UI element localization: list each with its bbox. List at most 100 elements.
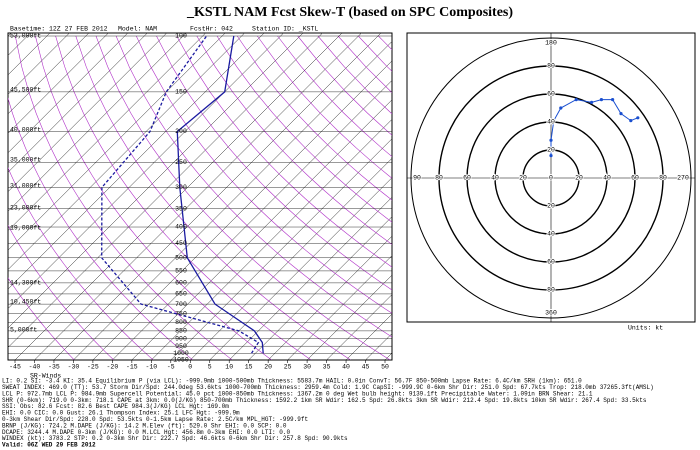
skewt-plot: [8, 33, 700, 360]
pressure-label: 300: [175, 184, 187, 191]
pressure-label: 550: [175, 268, 187, 275]
isotherm: [8, 33, 128, 154]
pressure-label: 750: [175, 310, 187, 317]
hodograph-point: [619, 112, 623, 116]
dry-adiabat: [8, 97, 193, 360]
hodograph-point: [636, 116, 640, 120]
ring-label: 40: [603, 175, 611, 182]
dry-adiabat: [378, 35, 392, 51]
isotherm: [8, 33, 226, 251]
hodograph-point: [611, 98, 615, 102]
hodograph-point: [552, 119, 556, 123]
ring-label: 0: [549, 175, 553, 182]
dewpoint-trace: [101, 35, 260, 354]
units-label: Units: kt: [628, 325, 663, 332]
x-tick-label: -10: [145, 364, 157, 371]
hodograph-point: [549, 154, 553, 158]
ring-label: 80: [435, 175, 443, 182]
header-field: Basetime: 12Z 27 FEB 2012: [10, 26, 108, 33]
pressure-label: 650: [175, 291, 187, 298]
x-tick-label: 15: [245, 364, 253, 371]
hodograph-point: [590, 100, 594, 104]
pressure-label: 950: [175, 343, 187, 350]
page-title: _KSTL NAM Fcst Skew-T (based on SPC Comp…: [186, 5, 513, 20]
pressure-label: 100: [175, 33, 187, 40]
ring-label: 40: [547, 119, 555, 126]
isotherm: [8, 33, 109, 134]
isotherm: [424, 33, 700, 360]
valid-time: Valid: 06Z WED 29 FEB 2012: [2, 442, 96, 449]
dry-adiabat: [156, 35, 392, 291]
ring-label: 80: [547, 287, 555, 294]
height-label: 19,000ft: [10, 225, 41, 232]
index-line: BRNP (J/KG): 724.2 M.DAPE (J/KG): 14.2 M…: [2, 422, 287, 429]
ring-label: 80: [547, 63, 555, 70]
direction-label: 90: [413, 175, 421, 182]
direction-label: 360: [545, 310, 557, 317]
height-label: 53,000ft: [10, 33, 41, 40]
dry-adiabat: [257, 35, 392, 179]
x-tick-label: 50: [381, 364, 389, 371]
isotherm: [14, 33, 343, 360]
ring-label: 80: [659, 175, 667, 182]
ring-label: 40: [547, 231, 555, 238]
hodograph-point: [549, 138, 553, 142]
dry-adiabat: [8, 167, 154, 360]
pressure-label: 250: [175, 159, 187, 166]
index-line: EHI: 0.0 CIC: 0.0 Gust: 26.1 Thompson In…: [2, 410, 240, 417]
index-line: SWEAT INDEX: 469.0 (TT): 53.7 Storm Dir/…: [2, 384, 654, 391]
height-label: 5,000ft: [10, 327, 37, 334]
x-tick-label: 45: [362, 364, 370, 371]
isotherm: [8, 33, 304, 329]
dry-adiabat: [75, 35, 351, 360]
isotherm: [112, 80, 392, 360]
direction-label: 270: [677, 175, 689, 182]
pressure-label: 800: [175, 319, 187, 326]
ring-label: 20: [519, 175, 527, 182]
hodo-ring: [494, 121, 608, 235]
pressure-label: 350: [175, 205, 187, 212]
ring-label: 20: [575, 175, 583, 182]
ring-label: 60: [547, 91, 555, 98]
header-field: Station ID: _KSTL: [252, 26, 318, 33]
isotherm: [8, 33, 284, 309]
isotherm: [326, 294, 392, 360]
ring-label: 40: [491, 175, 499, 182]
pressure-label: 900: [175, 335, 187, 342]
direction-label: 180: [545, 40, 557, 47]
ring-label: 20: [547, 147, 555, 154]
isotherm: [53, 33, 382, 360]
x-tick-label: 5: [208, 364, 212, 371]
dry-adiabat: [196, 35, 392, 245]
header-field: Model: NAM: [118, 26, 157, 33]
index-line: WINDEX (kt): 3783.2 STP: 0.2 0-3km Shr D…: [2, 435, 348, 442]
hodograph-point: [629, 119, 633, 123]
pressure-label: 200: [175, 128, 187, 135]
dry-adiabat: [136, 35, 392, 314]
isotherm: [209, 177, 392, 360]
pressure-label: 1000: [173, 350, 189, 357]
dry-adiabat: [35, 35, 272, 360]
isotherm: [8, 33, 206, 232]
dry-adiabat: [236, 35, 392, 201]
index-line: LI: 0.2 SI: -3.4 KI: 35.4 Equilibrium P …: [2, 378, 582, 385]
isotherm: [8, 33, 70, 95]
isotherm: [131, 99, 392, 360]
height-label: 45,500ft: [10, 87, 41, 94]
isotherm: [151, 118, 392, 360]
pressure-label: 600: [175, 280, 187, 287]
ring-label: 20: [547, 203, 555, 210]
labels: Basetime: 12Z 27 FEB 2012 Model: NAM FcstH…: [2, 26, 690, 449]
index-line: DCAPE: 3244.4 M.DAPE 0-3km (J/KG): 0.0 M…: [2, 429, 290, 436]
pressure-label: 150: [175, 89, 187, 96]
isotherm: [190, 157, 392, 360]
x-tick-label: -35: [48, 364, 60, 371]
x-tick-label: -15: [126, 364, 138, 371]
pressure-label: 400: [175, 224, 187, 231]
height-label: 35,000ft: [10, 157, 41, 164]
dry-adiabat: [216, 35, 392, 223]
ring-label: 60: [547, 259, 555, 266]
isotherm: [287, 255, 392, 360]
x-tick-label: 30: [303, 364, 311, 371]
